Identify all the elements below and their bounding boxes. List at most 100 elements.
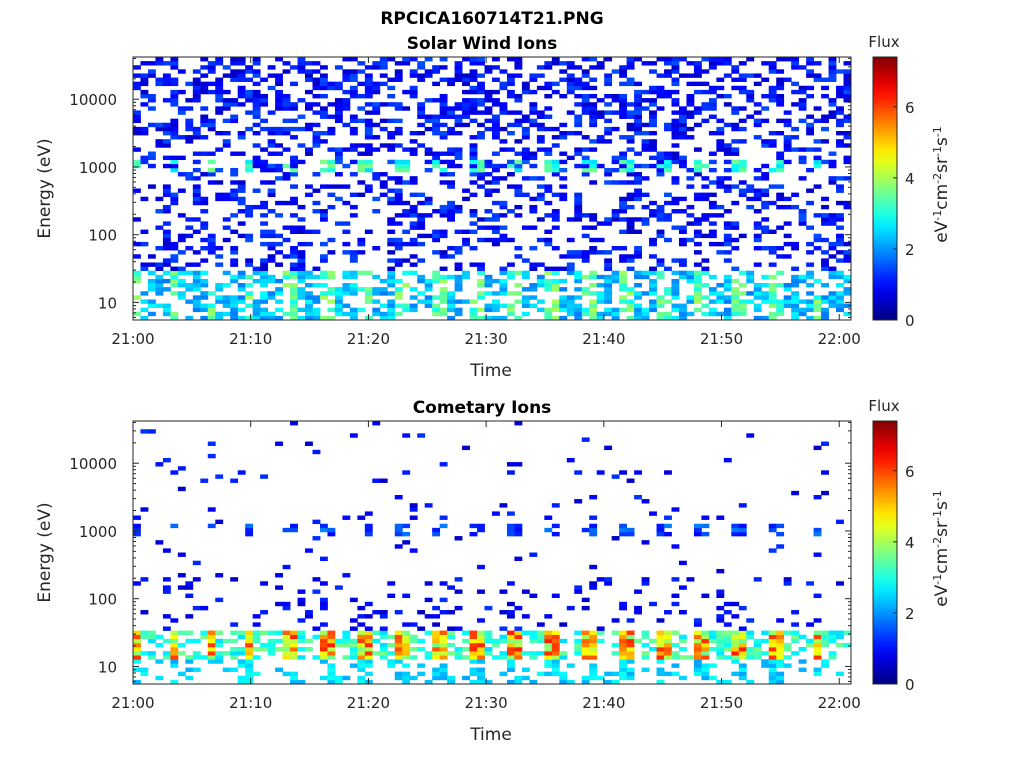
heatmap-cell — [349, 618, 358, 623]
heatmap-cell — [364, 110, 373, 115]
heatmap-cell — [469, 163, 478, 169]
heatmap-cell — [260, 291, 269, 296]
heatmap-cell — [521, 667, 530, 672]
heatmap-cell — [574, 311, 583, 317]
heatmap-cell — [581, 647, 590, 652]
heatmap-cell — [723, 159, 732, 165]
heatmap-cell — [753, 135, 762, 140]
heatmap-cell — [678, 585, 687, 590]
heatmap-cell — [746, 270, 755, 276]
heatmap-cell — [162, 303, 171, 308]
heatmap-cell — [536, 299, 545, 304]
heatmap-cell — [611, 159, 620, 165]
heatmap-cell — [656, 655, 665, 660]
heatmap-cell — [290, 274, 298, 280]
heatmap-cell — [506, 679, 515, 684]
heatmap-cell — [275, 630, 283, 635]
heatmap-cell — [604, 73, 613, 78]
heatmap-cell — [521, 81, 530, 87]
heatmap-cell — [723, 102, 732, 107]
heatmap-cell — [723, 307, 732, 313]
heatmap-cell — [693, 217, 702, 222]
heatmap-cell — [738, 503, 747, 508]
heatmap-cell — [611, 618, 620, 623]
heatmap-cell — [723, 655, 732, 660]
heatmap-cell — [506, 581, 515, 586]
heatmap-cell — [484, 110, 493, 115]
heatmap-cell — [245, 531, 254, 537]
heatmap-cell — [349, 250, 358, 255]
heatmap-cell — [200, 135, 209, 140]
heatmap-cell — [492, 180, 500, 185]
heatmap-cell — [477, 671, 485, 677]
heatmap-cell — [776, 130, 785, 136]
heatmap-cell — [290, 135, 298, 140]
heatmap-cell — [252, 159, 261, 165]
heatmap-cell — [798, 311, 807, 317]
heatmap-cell — [424, 651, 433, 656]
heatmap-cell — [574, 278, 583, 284]
heatmap-cell — [282, 93, 291, 99]
heatmap-cell — [678, 73, 687, 78]
heatmap-cell — [140, 299, 149, 304]
heatmap-cell — [723, 209, 732, 214]
heatmap-cell — [514, 634, 523, 640]
heatmap-cell — [282, 130, 291, 136]
heatmap-cell — [641, 176, 650, 181]
heatmap-cell — [693, 287, 702, 292]
heatmap-cell — [581, 605, 590, 611]
heatmap-cell — [162, 548, 171, 553]
heatmap-cell — [506, 159, 515, 165]
heatmap-cell — [245, 213, 254, 218]
heatmap-cell — [664, 470, 672, 475]
heatmap-cell — [133, 655, 141, 660]
heatmap-cell — [454, 151, 463, 156]
heatmap-cell — [454, 311, 463, 317]
heatmap-cell — [379, 655, 388, 660]
heatmap-cell — [783, 221, 792, 226]
heatmap-cell — [626, 65, 635, 70]
heatmap-cell — [738, 106, 747, 111]
heatmap-cell — [462, 630, 470, 635]
heatmap-cell — [312, 139, 321, 144]
heatmap-cell — [544, 163, 553, 169]
heatmap-cell — [334, 299, 343, 304]
heatmap-cell — [477, 89, 485, 95]
heatmap-cell — [626, 659, 635, 664]
heatmap-cell — [492, 188, 500, 193]
heatmap-cell — [619, 605, 628, 611]
heatmap-cell — [170, 200, 179, 206]
heatmap-cell — [626, 126, 635, 132]
heatmap-cell — [716, 593, 725, 598]
heatmap-cell — [140, 229, 149, 234]
heatmap-cell — [215, 642, 224, 648]
heatmap-cell — [357, 237, 366, 243]
heatmap-cell — [349, 57, 358, 62]
heatmap-cell — [716, 618, 725, 623]
heatmap-cell — [230, 258, 239, 263]
heatmap-cell — [312, 85, 321, 91]
heatmap-cell — [641, 204, 650, 210]
heatmap-cell — [604, 581, 613, 586]
heatmap-cell — [387, 663, 396, 668]
heatmap-cell — [432, 638, 441, 644]
heatmap-cell — [499, 163, 508, 169]
heatmap-cell — [237, 69, 246, 74]
heatmap-cell — [417, 77, 426, 82]
heatmap-cell — [402, 213, 411, 218]
heatmap-cell — [836, 519, 844, 525]
heatmap-cell — [155, 283, 164, 288]
heatmap-cell — [432, 233, 441, 239]
heatmap-cell — [664, 630, 672, 635]
heatmap-cell — [611, 270, 620, 276]
heatmap-cell — [581, 167, 590, 173]
heatmap-cell — [387, 217, 396, 222]
heatmap-cell — [394, 671, 403, 677]
heatmap-cell — [693, 295, 702, 300]
heatmap-cell — [484, 283, 493, 288]
heatmap-cell — [349, 77, 358, 82]
heatmap-cell — [394, 246, 403, 251]
heatmap-cell — [761, 188, 770, 193]
heatmap-cell — [626, 81, 635, 87]
heatmap-cell — [319, 209, 328, 214]
